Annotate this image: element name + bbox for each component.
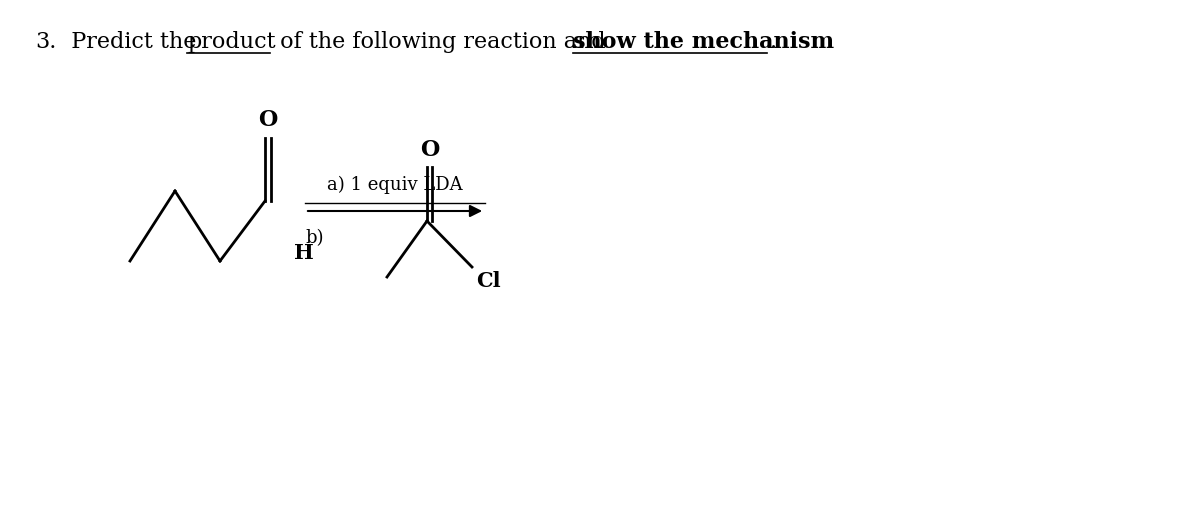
Text: Cl: Cl [476, 271, 500, 291]
Text: O: O [258, 109, 277, 131]
Text: b): b) [305, 229, 324, 247]
Text: O: O [420, 139, 439, 161]
Text: show the mechanism: show the mechanism [574, 31, 834, 53]
Text: Predict the: Predict the [58, 31, 204, 53]
Text: 3.: 3. [35, 31, 56, 53]
Text: of the following reaction and: of the following reaction and [274, 31, 613, 53]
Text: a) 1 equiv LDA: a) 1 equiv LDA [328, 176, 463, 194]
Text: .: . [770, 31, 778, 53]
Text: product: product [187, 31, 276, 53]
Text: H: H [294, 243, 314, 263]
